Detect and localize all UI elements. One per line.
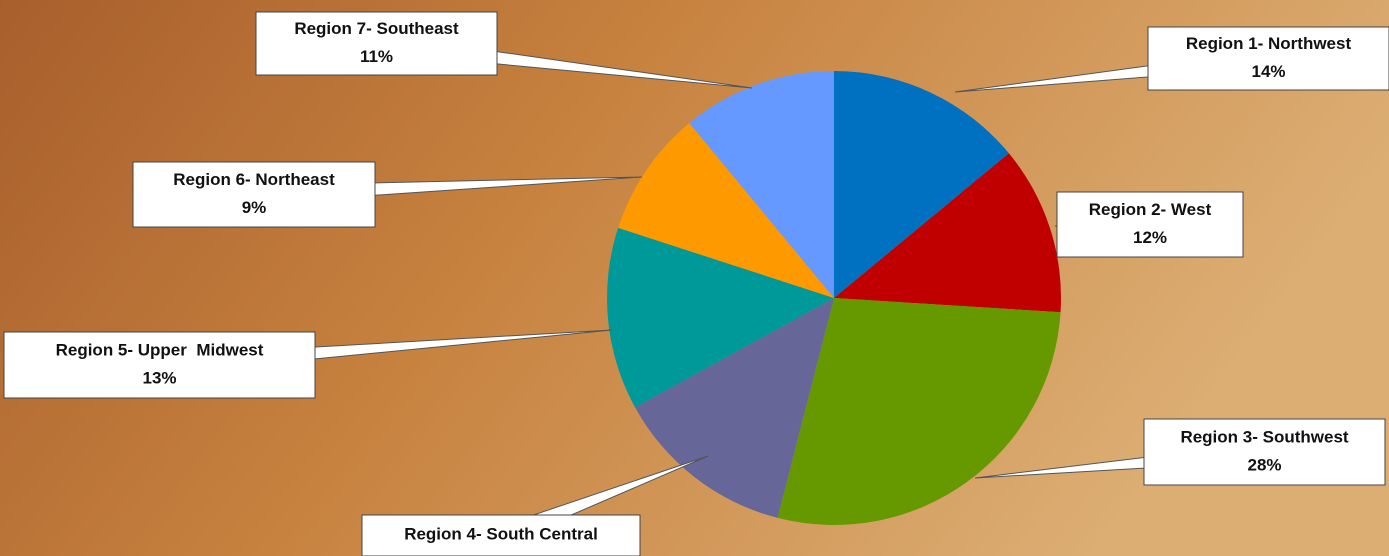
category-label: Region 5- Upper Midwest xyxy=(56,340,264,359)
callout-box xyxy=(1147,26,1389,91)
callout-box xyxy=(1143,418,1386,486)
category-label: Region 3- Southwest xyxy=(1180,427,1348,446)
value-label: 11% xyxy=(360,47,393,66)
value-label: 9% xyxy=(242,198,267,217)
category-label: Region 7- Southeast xyxy=(294,19,459,38)
pie-slice xyxy=(689,71,834,298)
category-label: Region 1- Northwest xyxy=(1186,34,1352,53)
pie-slice xyxy=(777,298,1061,525)
value-label: 28% xyxy=(1247,455,1281,474)
pie-slice xyxy=(834,71,1009,298)
value-label: 13% xyxy=(142,368,176,387)
pie-slice xyxy=(834,153,1062,313)
category-label: Region 6- Northeast xyxy=(173,170,335,189)
labels: Region 1- Northwest 14% Region 2- West 12% R… xyxy=(3,11,1389,556)
callout-box xyxy=(255,11,498,76)
pie xyxy=(606,71,1062,525)
callout-box xyxy=(361,514,641,556)
category-label: Region 4- South Central xyxy=(404,524,598,543)
callout-box xyxy=(132,161,376,228)
pie-slice xyxy=(635,298,834,518)
pie-slice xyxy=(618,123,834,298)
value-label: 14% xyxy=(1251,62,1285,81)
category-label: Region 2- West xyxy=(1089,200,1212,219)
value-label: 12% xyxy=(1133,228,1167,247)
callout-box xyxy=(3,331,316,399)
callout-box xyxy=(1056,191,1244,258)
pie-slice xyxy=(606,227,834,408)
